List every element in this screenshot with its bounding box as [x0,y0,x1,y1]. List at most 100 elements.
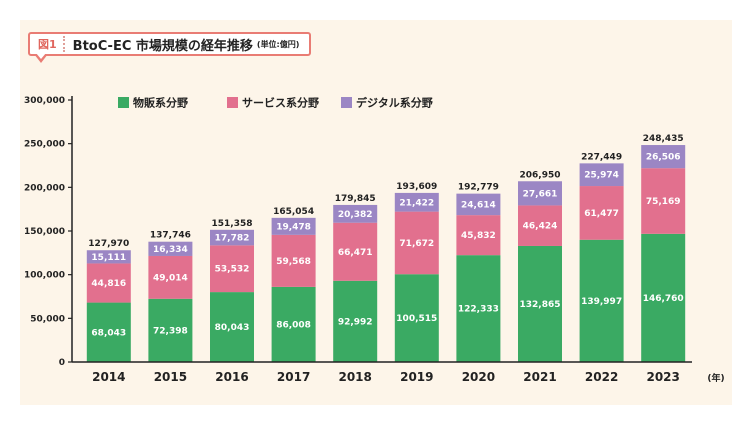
data-label: 24,614 [461,200,496,210]
bar-segment [210,292,254,362]
bar-segment [394,211,439,275]
total-label: 227,449 [581,152,622,162]
data-label: 16,334 [153,245,188,255]
total-label: 248,435 [643,134,684,144]
data-label: 53,532 [215,265,250,275]
data-label: 71,672 [399,239,434,249]
y-tick-label: 0 [59,358,65,368]
bar-stack-2019: 100,515 71,672 21,422 193,609 [394,182,439,362]
data-label: 21,422 [399,198,434,208]
x-tick-label: 2019 [400,370,433,384]
bars: 68,043 44,816 15,111 127,970 72,398 49,014 16,… [86,134,686,362]
bar-stack-2020: 122,333 45,832 24,614 192,779 [456,183,501,362]
bar-segment [456,215,501,256]
bar-stack-2014: 68,043 44,816 15,111 127,970 [86,239,131,362]
x-axis-unit: (年) [707,372,724,384]
bar-stack-2022: 139,997 61,477 25,974 227,449 [579,152,624,362]
bar-segment [210,229,254,246]
bar-segment [394,192,439,212]
chart-panel: 図1 BtoC-EC 市場規模の経年推移 (単位:億円) 物販系分野 サービス系分… [20,20,732,405]
x-tick-label: 2018 [338,370,371,384]
x-tick-label: 2015 [154,370,187,384]
data-label: 15,111 [91,253,126,263]
bar-segment [86,302,131,362]
bar-segment [456,193,501,216]
bar-segment [271,286,316,362]
bar-segment [518,181,562,206]
y-tick-label: 100,000 [24,271,65,281]
data-label: 146,760 [643,294,684,304]
x-tick-label: 2017 [277,370,310,384]
data-label: 122,333 [458,305,499,315]
bar-segment [456,255,501,362]
bar-segment [641,233,686,362]
bar-segment [579,163,624,187]
stacked-bar-chart: 物販系分野 サービス系分野 デジタル系分野 0 50,000 100,000 150,00… [24,96,725,385]
bar-segment [148,298,193,362]
bar-stack-2021: 132,865 46,424 27,661 206,950 [518,170,562,362]
bar-segment [333,204,378,223]
data-label: 59,568 [276,257,311,267]
data-label: 17,782 [215,234,250,244]
bar-segment [641,145,686,169]
bar-segment [271,234,316,287]
legend-swatch [118,97,129,108]
data-label: 25,974 [584,171,619,181]
bar-segment [579,239,624,362]
bar-stack-2018: 92,992 66,471 20,382 179,845 [333,194,378,362]
bar-segment [86,263,131,303]
data-label: 49,014 [153,273,188,283]
y-tick-label: 50,000 [30,314,65,324]
data-label: 45,832 [461,231,496,241]
total-label: 192,779 [458,183,499,193]
bar-stack-2017: 86,008 59,568 19,478 165,054 [271,207,316,362]
x-tick-label: 2020 [462,370,495,384]
title-box-pointer-inner [36,53,46,59]
total-label: 193,609 [396,182,437,192]
figure-label: 図1 [30,36,65,52]
bar-segment [579,186,624,240]
bar-stack-2016: 80,043 53,532 17,782 151,358 [210,219,254,362]
figure-title-box: 図1 BtoC-EC 市場規模の経年推移 (単位:億円) [28,32,312,56]
y-tick-label: 250,000 [24,140,65,150]
bar-segment [333,280,378,362]
legend-item: デジタル系分野 [341,96,433,110]
data-label: 72,398 [153,326,188,336]
x-tick-label: 2023 [646,370,679,384]
data-label: 46,424 [523,222,558,232]
legend: 物販系分野 サービス系分野 デジタル系分野 [118,96,433,110]
total-label: 137,746 [150,231,191,241]
data-label: 75,169 [646,197,681,207]
data-label: 86,008 [276,320,311,330]
bar-segment [86,250,131,264]
data-label: 19,478 [276,222,311,232]
total-label: 206,950 [520,170,561,180]
x-axis: 2014 2015 2016 2017 2018 2019 2020 2021 2022 2023… [72,361,725,384]
legend-item: サービス系分野 [227,96,319,110]
bar-segment [210,245,254,293]
bar-segment [271,217,316,235]
bar-segment [148,255,193,299]
legend-swatch [227,97,238,108]
legend-label: 物販系分野 [133,96,188,110]
legend-swatch [341,97,352,108]
figure-title: BtoC-EC 市場規模の経年推移 [72,38,253,54]
bar-segment [333,222,378,281]
total-label: 165,054 [273,207,314,217]
total-label: 151,358 [212,219,253,229]
bar-segment [518,245,562,362]
y-axis: 0 50,000 100,000 150,000 200,000 250,000 300,0… [24,96,73,368]
data-label: 92,992 [338,317,373,327]
bar-stack-2023: 146,760 75,169 26,506 248,435 [641,134,686,362]
data-label: 139,997 [581,297,622,307]
bar-stack-2015: 72,398 49,014 16,334 137,746 [148,231,193,362]
data-label: 61,477 [584,209,619,219]
data-label: 26,506 [646,153,681,163]
data-label: 68,043 [91,328,126,338]
legend-label: デジタル系分野 [356,96,433,110]
data-label: 132,865 [520,300,561,310]
y-tick-label: 200,000 [24,183,65,193]
bar-segment [394,274,439,362]
bar-segment [518,205,562,246]
data-label: 20,382 [338,210,373,220]
